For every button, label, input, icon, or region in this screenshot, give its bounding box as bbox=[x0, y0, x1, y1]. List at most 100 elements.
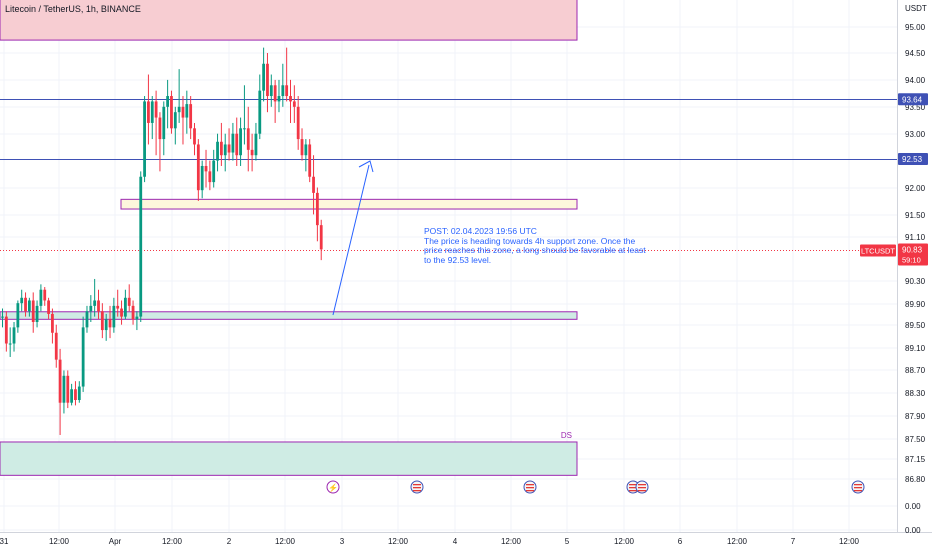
candle-body bbox=[70, 389, 74, 403]
candle-body bbox=[158, 117, 162, 140]
analysis-note-line: POST: 02.04.2023 19:56 UTC bbox=[424, 226, 537, 236]
candle-body bbox=[277, 96, 281, 102]
candle-body bbox=[200, 165, 204, 191]
candle-body bbox=[35, 305, 39, 322]
y-tick-label: 95.00 bbox=[905, 23, 926, 32]
time-axis-bg bbox=[0, 532, 932, 550]
x-tick-label: 2 bbox=[227, 537, 232, 546]
candle-body bbox=[231, 133, 235, 153]
analysis-note: POST: 02.04.2023 19:56 UTC The price is … bbox=[424, 226, 654, 265]
candle-body bbox=[219, 141, 223, 156]
candle-body bbox=[85, 311, 89, 328]
candle-body bbox=[235, 133, 239, 156]
symbol-badge-text: LTCUSDT bbox=[861, 246, 895, 255]
candle-body bbox=[262, 63, 266, 91]
ds-zone-label: DS bbox=[561, 431, 572, 440]
price-axis-bg bbox=[897, 0, 932, 550]
candle-body bbox=[319, 225, 323, 250]
flag-stripe bbox=[629, 484, 637, 486]
level-high-badge-text: 93.64 bbox=[902, 95, 923, 104]
candle-body bbox=[150, 101, 154, 123]
candle-body bbox=[285, 85, 289, 97]
candle-body bbox=[177, 106, 181, 113]
candle-body bbox=[185, 104, 189, 118]
candle-body bbox=[289, 96, 292, 102]
candle-body bbox=[8, 343, 12, 345]
candle-body bbox=[104, 319, 108, 331]
candle-body bbox=[108, 319, 112, 328]
candle-body bbox=[77, 386, 81, 401]
y-tick-label: 88.30 bbox=[905, 389, 926, 398]
analysis-note-line: The price is heading towards 4h support … bbox=[424, 235, 636, 246]
y-tick-label: 91.50 bbox=[905, 211, 926, 220]
candle-body bbox=[304, 144, 308, 156]
x-tick-label: 12:00 bbox=[162, 537, 183, 546]
candle-body bbox=[89, 305, 93, 312]
flag-stripe bbox=[638, 484, 646, 486]
x-tick-label: 12:00 bbox=[275, 537, 296, 546]
candle-body bbox=[281, 85, 285, 97]
level-target-badge bbox=[898, 152, 928, 165]
analysis-note-line: price reaches this zone, a long should b… bbox=[424, 245, 646, 255]
candle-body bbox=[269, 85, 273, 97]
candle-body bbox=[208, 171, 212, 183]
candle-body bbox=[31, 300, 35, 322]
y-tick-label: 89.10 bbox=[905, 344, 926, 353]
flag-stripe bbox=[854, 487, 862, 489]
candle-body bbox=[162, 106, 166, 140]
candle-body bbox=[308, 144, 312, 177]
countdown-text: 59:10 bbox=[902, 255, 921, 264]
candle-body bbox=[196, 144, 200, 191]
candle-body bbox=[100, 311, 104, 331]
x-tick-label: 12:00 bbox=[727, 537, 748, 546]
x-tick-label: 7 bbox=[791, 537, 796, 546]
y-tick-label: 0.00 bbox=[905, 526, 921, 535]
candle-body bbox=[139, 176, 143, 317]
candle-body bbox=[4, 316, 8, 344]
x-tick-label: 12:00 bbox=[614, 537, 635, 546]
x-tick-label: 31 bbox=[0, 537, 9, 546]
lightning-glyph: ⚡ bbox=[328, 483, 338, 493]
candle-body bbox=[315, 192, 319, 226]
candle-body bbox=[292, 101, 296, 107]
y-tick-label: 92.00 bbox=[905, 184, 926, 193]
x-tick-label: 12:00 bbox=[388, 537, 409, 546]
candle-body bbox=[39, 289, 43, 306]
flag-stripe bbox=[638, 487, 646, 489]
y-tick-label: 88.70 bbox=[905, 366, 926, 375]
chart-title: Litecoin / TetherUS, 1h, BINANCE bbox=[5, 4, 141, 14]
level-high-badge bbox=[898, 93, 928, 106]
y-tick-label: 94.50 bbox=[905, 49, 926, 58]
candle-body bbox=[170, 96, 173, 129]
x-tick-label: 5 bbox=[565, 537, 570, 546]
candle-body bbox=[20, 297, 24, 304]
flag-stripe bbox=[526, 487, 534, 489]
candle-body bbox=[120, 308, 123, 317]
candle-body bbox=[312, 176, 315, 193]
candle-body bbox=[58, 359, 62, 403]
y-tick-label: 89.50 bbox=[905, 321, 926, 330]
flag-stripe bbox=[526, 490, 534, 492]
y-tick-label: 89.90 bbox=[905, 300, 926, 309]
lightning-event-icon[interactable] bbox=[326, 480, 340, 494]
last-price-badge bbox=[898, 243, 928, 266]
candle-body bbox=[143, 101, 146, 177]
candle-body bbox=[181, 106, 185, 118]
last-price-text: 90.83 bbox=[902, 245, 923, 254]
candles bbox=[1, 47, 323, 435]
candle-body bbox=[93, 300, 97, 306]
y-tick-label: 93.00 bbox=[905, 130, 926, 139]
candle-body bbox=[97, 300, 100, 312]
event-markers: ⚡ bbox=[326, 480, 865, 494]
y-tick-label: 86.80 bbox=[905, 475, 926, 484]
y-tick-label: 87.50 bbox=[905, 435, 926, 444]
candle-body bbox=[47, 300, 50, 314]
drawings bbox=[332, 160, 374, 316]
support-4h-zone bbox=[0, 311, 578, 320]
candle-body bbox=[189, 104, 193, 129]
candle-body bbox=[254, 133, 258, 156]
candle-body bbox=[51, 313, 54, 333]
candle-body bbox=[250, 149, 254, 156]
